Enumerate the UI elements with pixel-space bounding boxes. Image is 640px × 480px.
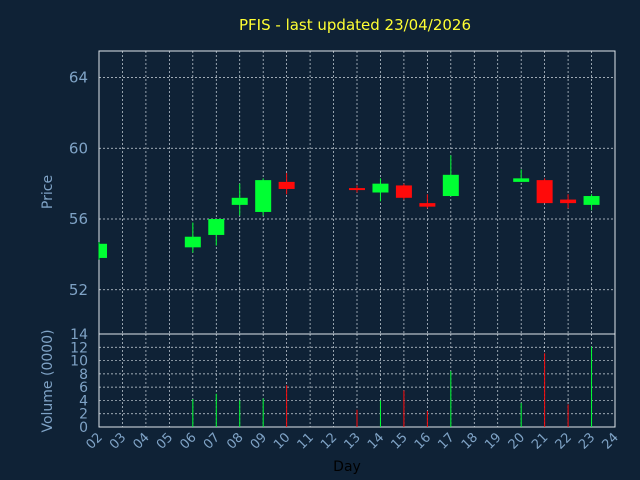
candle-body [583,196,600,205]
volume-tick-label: 2 [79,407,88,423]
day-tick-label: 14 [365,430,387,452]
day-tick-label: 07 [201,430,223,452]
volume-tick-label: 0 [79,420,88,436]
candle-body [372,183,389,193]
day-axis-ticks: 02 03 04 05 06 07 08 09 10 11 12 13 14 15 16 17 18 19 20 21… [84,430,622,452]
candle-body [184,236,201,248]
chart-title: PFIS - last updated 23/04/2026 [239,16,471,34]
volume-tick-label: 14 [70,327,88,343]
candle-body [419,203,436,207]
day-tick-label: 13 [342,430,364,452]
day-tick-label: 10 [271,430,293,452]
day-axis-label: Day [333,459,361,475]
day-tick-label: 23 [576,430,598,452]
day-tick-label: 20 [506,430,528,452]
volume-tick-label: 8 [79,367,88,383]
volume-axis-label: Volume (0000) [40,329,56,432]
day-tick-label: 19 [482,430,504,452]
candle-body [255,180,272,212]
day-tick-label: 15 [388,430,410,452]
price-tick-label: 64 [69,69,88,87]
price-tick-label: 52 [69,281,88,299]
price-tick-label: 56 [69,210,88,228]
day-tick-label: 06 [177,430,199,452]
volume-tick-label: 6 [79,380,88,396]
candle-body [99,243,107,258]
day-tick-label: 12 [318,430,340,452]
day-tick-label: 11 [295,430,317,452]
candle-body [536,180,553,204]
day-tick-label: 21 [529,430,551,452]
candle-body [560,199,577,204]
candle-body [513,178,530,182]
day-tick-label: 08 [224,430,246,452]
price-axis-ticks: 52 56 60 64 [69,69,88,299]
volume-tick-label: 10 [70,354,88,370]
day-tick-label: 24 [600,430,622,452]
price-axis-label: Price [40,175,56,209]
day-tick-label: 03 [107,430,129,452]
day-tick-label: 05 [154,430,176,452]
candle-body [278,181,295,189]
day-tick-label: 22 [553,430,575,452]
candle-body [349,188,365,191]
candles [98,155,600,260]
day-tick-label: 17 [435,430,457,452]
candle-body [442,174,459,197]
volume-tick-label: 12 [70,340,88,356]
volume-bars [192,346,593,427]
volume-tick-label: 4 [79,393,88,409]
candle-body [395,185,412,198]
price-tick-label: 60 [69,139,88,157]
candle-body [231,197,248,205]
candle-body [208,219,225,235]
day-tick-label: 18 [459,430,481,452]
day-tick-label: 16 [412,430,434,452]
day-tick-label: 09 [248,430,270,452]
day-tick-label: 04 [130,430,152,452]
